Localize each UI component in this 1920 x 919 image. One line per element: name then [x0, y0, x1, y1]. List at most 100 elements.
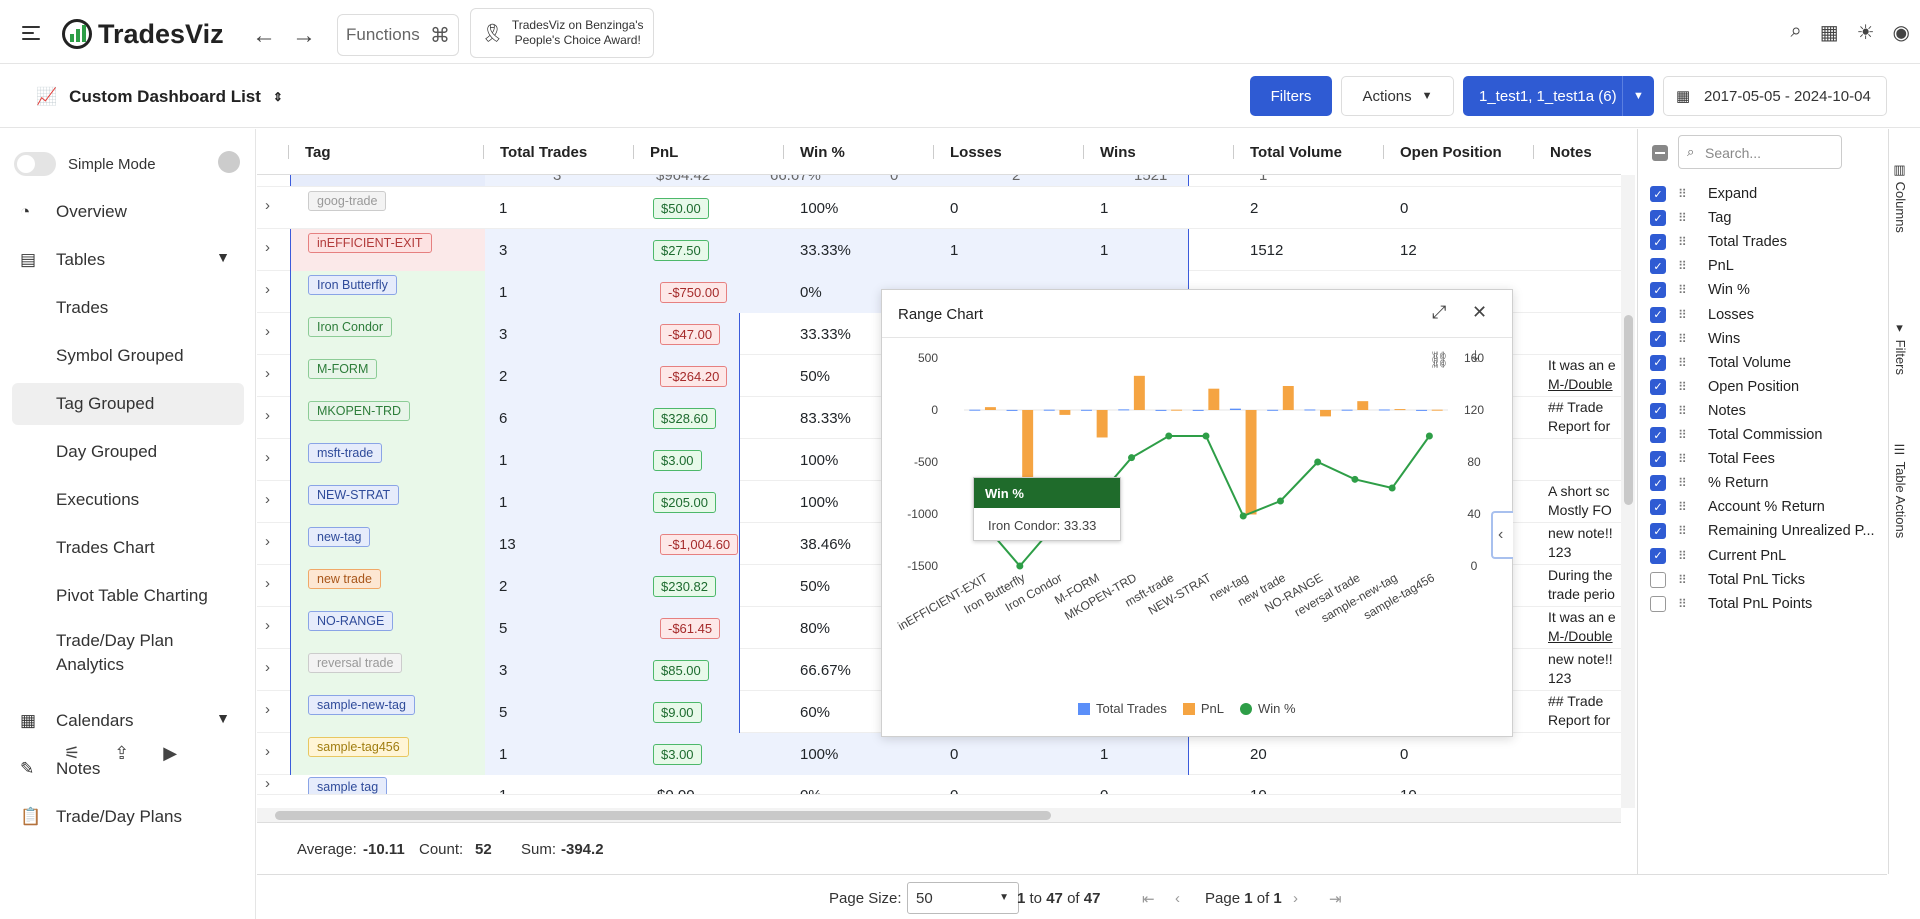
- checkbox[interactable]: ✓: [1650, 306, 1666, 323]
- first-page-icon[interactable]: ⇤: [1142, 891, 1155, 908]
- table-row[interactable]: › Iron Condor 3 -$47.00 33.33%: [257, 313, 1621, 355]
- expand-row-icon[interactable]: ›: [265, 281, 270, 298]
- sidebar-item-tag-grouped[interactable]: Tag Grouped: [12, 383, 244, 425]
- cell-notes[interactable]: new note!! 123: [1548, 650, 1618, 688]
- drag-handle-icon[interactable]: ⠿: [1678, 235, 1687, 250]
- cell-notes[interactable]: A short sc Mostly FO: [1548, 482, 1618, 520]
- checkbox[interactable]: ✓: [1650, 451, 1666, 468]
- horizontal-scrollbar[interactable]: [257, 808, 1621, 822]
- column-toggle-item[interactable]: ✓ ⠿ Notes: [1650, 399, 1746, 423]
- column-header-notes[interactable]: Notes: [1550, 144, 1592, 161]
- scroll-thumb[interactable]: [1624, 315, 1633, 505]
- search-icon[interactable]: ⌕: [1790, 20, 1802, 42]
- last-page-icon[interactable]: ⇥: [1329, 891, 1342, 908]
- cell-notes[interactable]: ## Trade Report for: [1548, 692, 1618, 730]
- column-toggle-item[interactable]: ✓ ⠿ Wins: [1650, 327, 1740, 351]
- sidebar-item-overview[interactable]: ◔ Overview: [12, 191, 244, 233]
- drag-handle-icon[interactable]: ⠿: [1678, 379, 1687, 394]
- sidebar-item-tables[interactable]: ▤ Tables ▼: [12, 239, 244, 281]
- drag-handle-icon[interactable]: ⠿: [1678, 331, 1687, 346]
- column-toggle-item[interactable]: ✓ ⠿ Current PnL: [1650, 544, 1786, 568]
- drag-handle-icon[interactable]: ⠿: [1678, 355, 1687, 370]
- column-toggle-item[interactable]: ✓ ⠿ Open Position: [1650, 375, 1799, 399]
- table-row[interactable]: › NEW-STRAT 1 $205.00 100% A short sc Mostly F…: [257, 481, 1621, 523]
- checkbox[interactable]: ✓: [1650, 258, 1666, 275]
- expand-row-icon[interactable]: ›: [265, 743, 270, 760]
- drag-handle-icon[interactable]: ⠿: [1678, 596, 1687, 611]
- drag-handle-icon[interactable]: ⠿: [1678, 428, 1687, 442]
- drag-handle-icon[interactable]: ⠿: [1678, 187, 1687, 201]
- date-range-picker[interactable]: ▦ 2017-05-05 - 2024-10-04: [1663, 76, 1887, 116]
- checkbox[interactable]: ✓: [1650, 547, 1666, 564]
- column-toggle-item[interactable]: ✓ ⠿ Tag: [1650, 206, 1731, 230]
- expand-row-icon[interactable]: ›: [265, 239, 270, 256]
- tab-columns[interactable]: ▥ Columns: [1893, 163, 1908, 233]
- dashboard-selector[interactable]: 📈 Custom Dashboard List ⇕: [36, 87, 283, 107]
- drag-handle-icon[interactable]: ⠿: [1678, 524, 1687, 539]
- drag-handle-icon[interactable]: ⠿: [1678, 211, 1687, 226]
- checkbox[interactable]: ✓: [1650, 378, 1666, 395]
- column-search-input[interactable]: ⌕ Search...: [1678, 135, 1842, 169]
- checkbox[interactable]: ✓: [1650, 210, 1666, 227]
- cell-notes[interactable]: ## Trade Report for: [1548, 398, 1618, 436]
- table-row[interactable]: › NO-RANGE 5 -$61.45 80% It was an e M-/Double: [257, 607, 1621, 649]
- next-page-icon[interactable]: ›: [1293, 890, 1298, 907]
- youtube-icon[interactable]: ▶: [163, 743, 178, 763]
- sliders-icon[interactable]: ⚟: [64, 743, 81, 763]
- column-header-total-volume[interactable]: Total Volume: [1250, 144, 1342, 161]
- column-toggle-item[interactable]: ⠿ Total PnL Ticks: [1650, 568, 1805, 592]
- column-header-win-pct[interactable]: Win %: [800, 144, 845, 161]
- sidebar-item-trade-day-plan-analytics[interactable]: Trade/Day Plan Analytics: [12, 623, 244, 681]
- cell-notes[interactable]: new note!! 123: [1548, 524, 1618, 562]
- expand-row-icon[interactable]: ›: [265, 575, 270, 592]
- column-toggle-item[interactable]: ✓ ⠿ Total Trades: [1650, 230, 1787, 254]
- close-icon[interactable]: ✕: [1472, 302, 1488, 322]
- expand-row-icon[interactable]: ›: [265, 407, 270, 424]
- expand-row-icon[interactable]: ›: [265, 323, 270, 340]
- toggle-switch[interactable]: [14, 152, 56, 176]
- checkbox[interactable]: [1650, 571, 1666, 588]
- sidebar-item-notes[interactable]: ✎ Notes: [12, 748, 244, 790]
- column-toggle-item[interactable]: ✓ ⠿ Account % Return: [1650, 495, 1825, 519]
- column-toggle-item[interactable]: ✓ ⠿ Total Volume: [1650, 351, 1791, 375]
- actions-dropdown[interactable]: Actions ▼: [1341, 76, 1454, 116]
- user-avatar-icon[interactable]: ◉: [1892, 22, 1910, 44]
- checkbox[interactable]: ✓: [1650, 234, 1666, 251]
- column-toggle-item[interactable]: ✓ ⠿ PnL: [1650, 254, 1734, 278]
- expand-icon[interactable]: ⤢: [1432, 302, 1447, 322]
- scroll-thumb[interactable]: [275, 811, 1051, 820]
- expand-row-icon[interactable]: ›: [265, 701, 270, 718]
- back-arrow-icon[interactable]: ←: [252, 22, 276, 49]
- sidebar-item-calendars[interactable]: ▦ Calendars ▼: [12, 700, 244, 742]
- sidebar-item-trades-chart[interactable]: Trades Chart: [12, 527, 244, 569]
- table-row[interactable]: › MKOPEN-TRD 6 $328.60 83.33% ## Trade Report …: [257, 397, 1621, 439]
- drag-handle-icon[interactable]: ⠿: [1678, 452, 1687, 467]
- column-header-open-position[interactable]: Open Position: [1400, 144, 1502, 161]
- drag-handle-icon[interactable]: ⠿: [1678, 548, 1687, 563]
- forward-arrow-icon[interactable]: →: [292, 22, 316, 49]
- column-toggle-item[interactable]: ⠿ Total PnL Points: [1650, 592, 1812, 616]
- checkbox[interactable]: ✓: [1650, 354, 1666, 371]
- upload-icon[interactable]: ⇪: [114, 743, 130, 763]
- table-row[interactable]: › sample-new-tag 5 $9.00 60% ## Trade Report f…: [257, 691, 1621, 733]
- select-all-checkbox[interactable]: [1652, 145, 1668, 161]
- previous-page-icon[interactable]: ‹: [1175, 890, 1180, 907]
- drag-handle-icon[interactable]: ⠿: [1678, 500, 1687, 515]
- drag-handle-icon[interactable]: ⠿: [1678, 403, 1687, 418]
- legend-item-total-trades[interactable]: Total Trades: [1078, 701, 1167, 716]
- sidebar-item-day-grouped[interactable]: Day Grouped: [12, 431, 244, 473]
- hamburger-menu-icon[interactable]: [22, 26, 40, 40]
- expand-row-icon[interactable]: ›: [265, 365, 270, 382]
- cell-notes[interactable]: During the trade perio: [1548, 566, 1618, 604]
- column-toggle-item[interactable]: ✓ ⠿ Losses: [1650, 303, 1754, 327]
- expand-row-icon[interactable]: ›: [265, 197, 270, 214]
- column-header-pnl[interactable]: PnL: [650, 144, 679, 161]
- checkbox[interactable]: ✓: [1650, 330, 1666, 347]
- sidebar-item-trade-day-plans[interactable]: 📋 Trade/Day Plans: [12, 796, 244, 838]
- drag-handle-icon[interactable]: ⠿: [1678, 307, 1687, 322]
- checkbox[interactable]: ✓: [1650, 282, 1666, 299]
- functions-button[interactable]: Functions ⌘: [337, 14, 459, 56]
- table-row[interactable]: › msft-trade 1 $3.00 100%: [257, 439, 1621, 481]
- expand-row-icon[interactable]: ›: [265, 617, 270, 634]
- sidebar-item-executions[interactable]: Executions: [12, 479, 244, 521]
